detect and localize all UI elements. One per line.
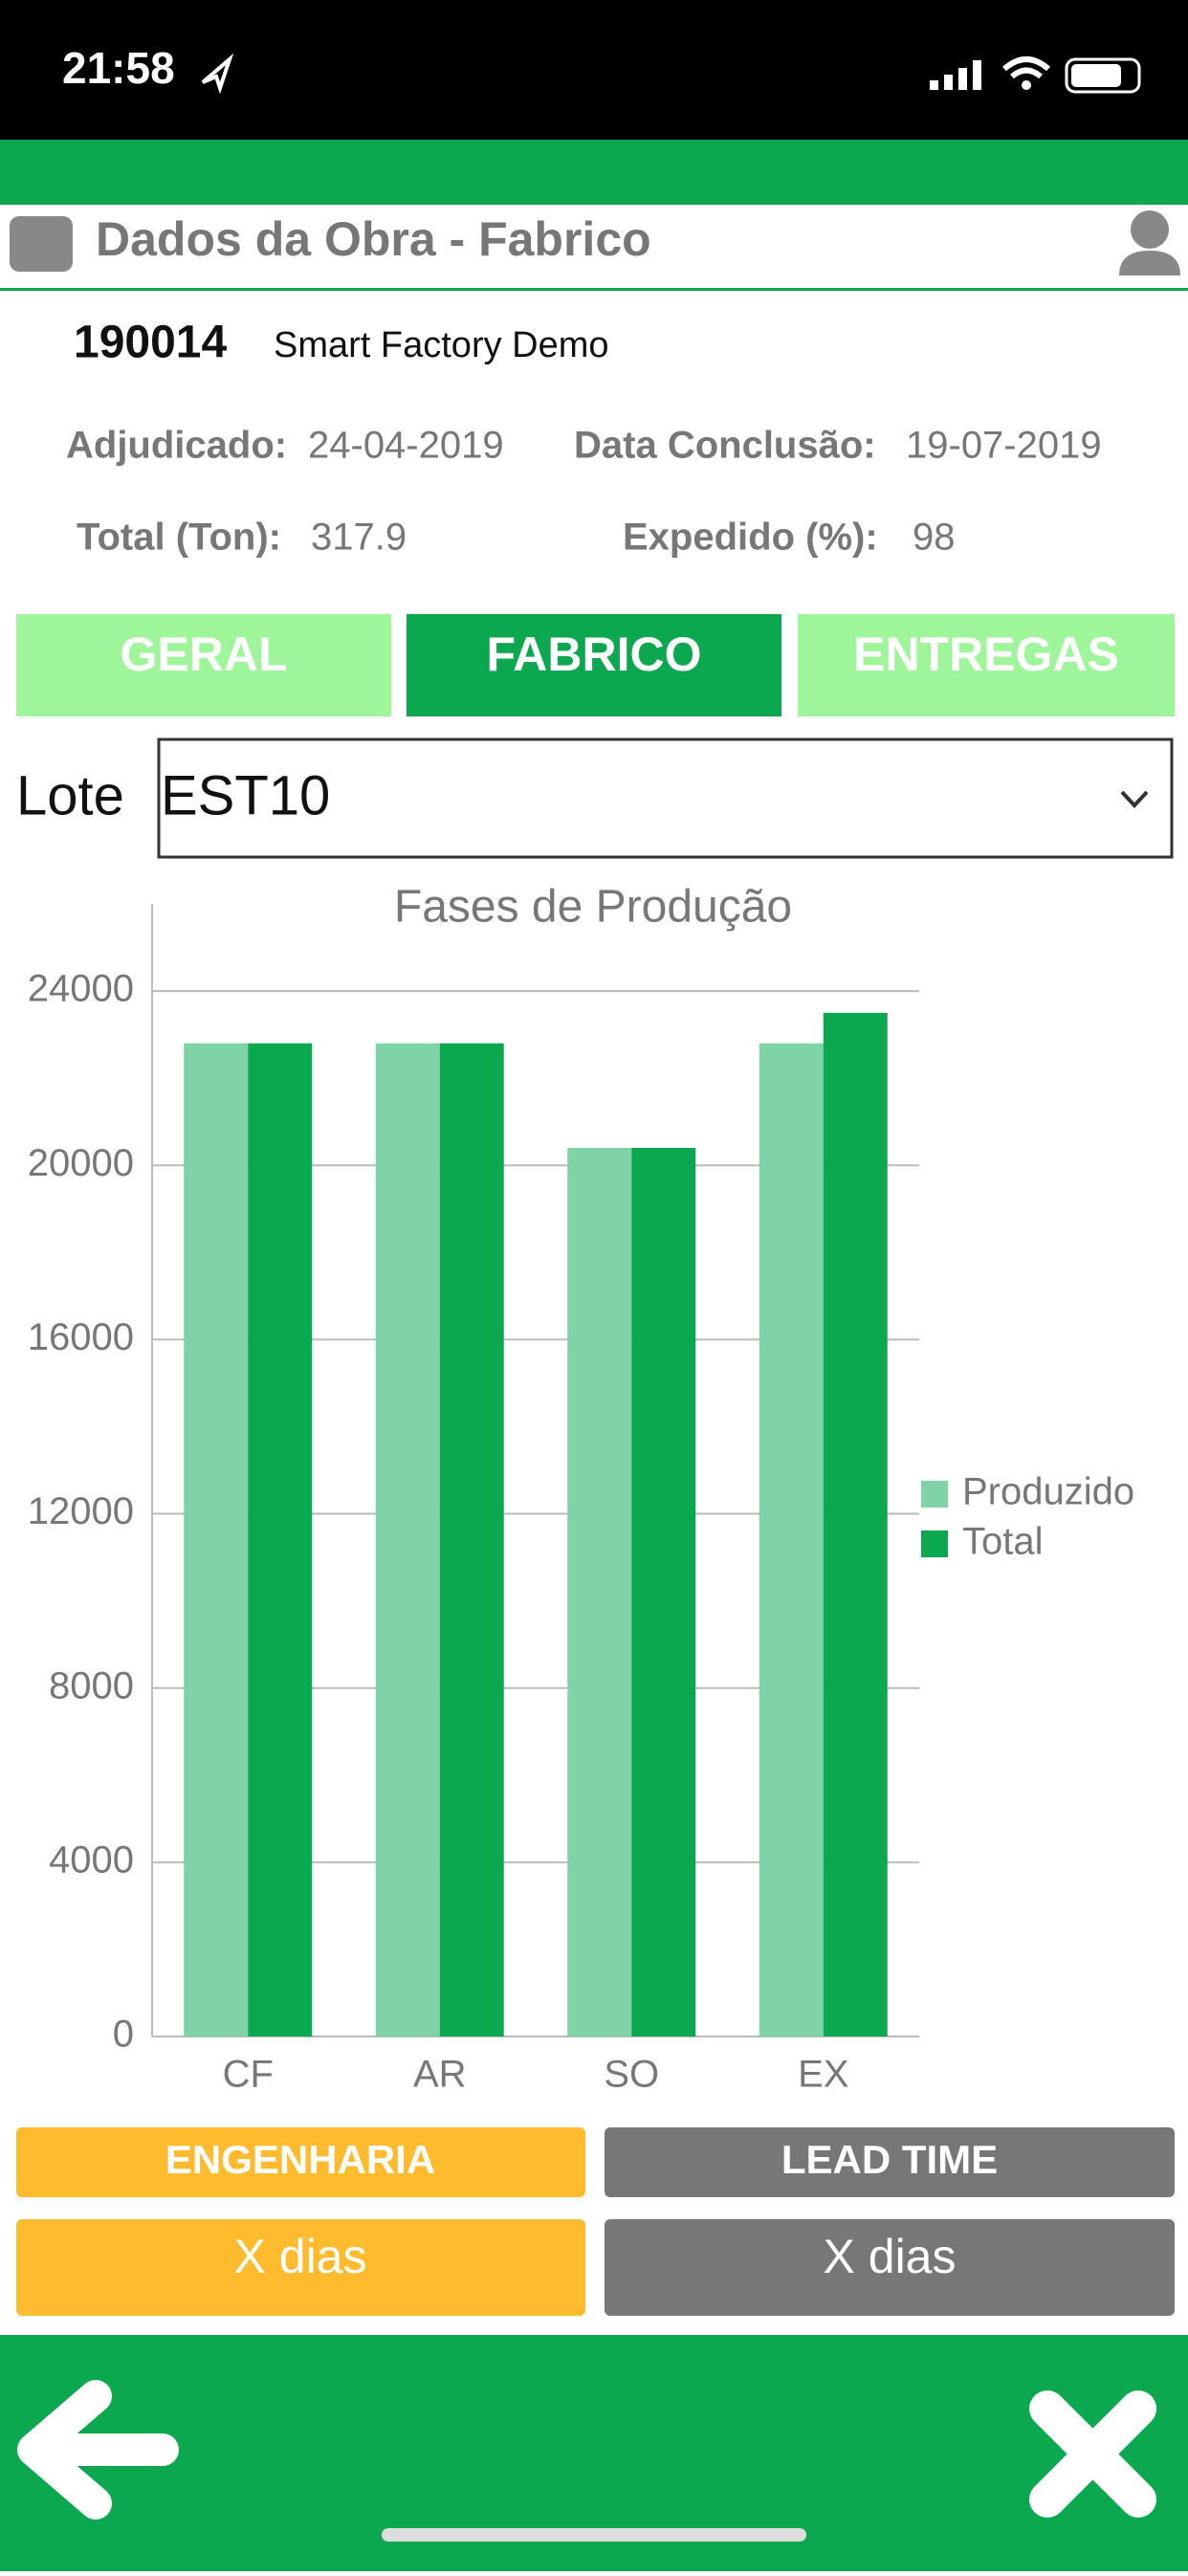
button[interactable] xyxy=(605,2127,1175,2197)
x-tick-label: SO xyxy=(604,2054,659,2096)
button-label[interactable]: LEAD TIME xyxy=(781,2137,998,2182)
tab-label[interactable]: GERAL xyxy=(121,627,288,681)
y-tick-label: 0 xyxy=(113,2014,134,2056)
lote-label: Lote xyxy=(16,764,124,826)
y-tick-label: 20000 xyxy=(28,1142,134,1184)
y-tick-label: 8000 xyxy=(49,1664,134,1706)
y-tick-label: 24000 xyxy=(28,968,134,1010)
bar xyxy=(439,1043,504,2037)
header-title: Dados da Obra - Fabrico xyxy=(96,212,651,266)
back-button[interactable] xyxy=(17,2380,179,2520)
location-icon xyxy=(201,53,234,95)
wifi-dot xyxy=(1022,80,1031,90)
field-label: Expedido (%): xyxy=(623,517,878,559)
value-box xyxy=(16,2219,585,2316)
x-tick-label: AR xyxy=(413,2054,467,2096)
tab-active[interactable] xyxy=(407,614,781,716)
bar xyxy=(184,1043,249,2037)
user-icon-head[interactable] xyxy=(1131,210,1169,249)
wifi-icon xyxy=(1002,56,1050,79)
project-id: 190014 xyxy=(74,318,227,368)
tab[interactable] xyxy=(16,614,391,716)
battery-level xyxy=(1071,64,1121,87)
lote-value[interactable]: EST10 xyxy=(161,764,330,826)
chart-title: Fases de Produção xyxy=(394,882,792,933)
field-label: Adjudicado: xyxy=(66,425,287,467)
field-value: 317.9 xyxy=(311,517,407,559)
field-value: 19-07-2019 xyxy=(906,425,1102,467)
header-line xyxy=(0,288,1188,291)
tab-label[interactable]: FABRICO xyxy=(487,627,702,681)
status-time: 21:58 xyxy=(62,43,175,93)
y-tick-label: 4000 xyxy=(49,1838,134,1881)
home-indicator xyxy=(382,2528,806,2542)
signal-icon xyxy=(930,60,981,90)
value-box xyxy=(605,2219,1175,2316)
chart: Fases de Produção 0 4000 8000 12000 16000 200… xyxy=(28,882,1134,2096)
user-icon-body[interactable] xyxy=(1119,251,1180,275)
bar xyxy=(759,1043,824,2037)
top-bar xyxy=(0,140,1188,205)
legend-label: Total xyxy=(962,1521,1044,1563)
button-label[interactable]: ENGENHARIA xyxy=(165,2137,435,2182)
tab[interactable] xyxy=(798,614,1175,716)
field-value: 98 xyxy=(913,517,956,559)
button[interactable] xyxy=(16,2127,585,2197)
battery xyxy=(1065,57,1141,94)
select-chevron xyxy=(1120,790,1149,808)
bar xyxy=(248,1043,313,2037)
bar xyxy=(375,1043,440,2037)
x-tick-label: CF xyxy=(223,2054,274,2096)
legend-swatch xyxy=(921,1530,948,1557)
lote-select[interactable] xyxy=(157,738,1174,859)
app-icon xyxy=(10,216,73,272)
legend-label: Produzido xyxy=(962,1471,1134,1513)
value-text: X dias xyxy=(824,2230,957,2283)
field-label: Data Conclusão: xyxy=(574,425,876,467)
status-bar xyxy=(0,0,1188,140)
legend-swatch xyxy=(921,1481,948,1508)
x-tick-label: EX xyxy=(798,2054,848,2096)
field-label: Total (Ton): xyxy=(77,517,281,559)
tab-label[interactable]: ENTREGAS xyxy=(853,627,1119,681)
y-tick-label: 12000 xyxy=(28,1490,134,1532)
bar xyxy=(823,1012,888,2037)
project-name: Smart Factory Demo xyxy=(274,325,609,365)
y-tick-label: 16000 xyxy=(28,1316,134,1358)
close-button[interactable] xyxy=(1029,2390,1156,2518)
value-text: X dias xyxy=(234,2230,367,2283)
bar xyxy=(567,1148,632,2037)
field-value: 24-04-2019 xyxy=(308,425,504,467)
bar xyxy=(631,1148,696,2037)
